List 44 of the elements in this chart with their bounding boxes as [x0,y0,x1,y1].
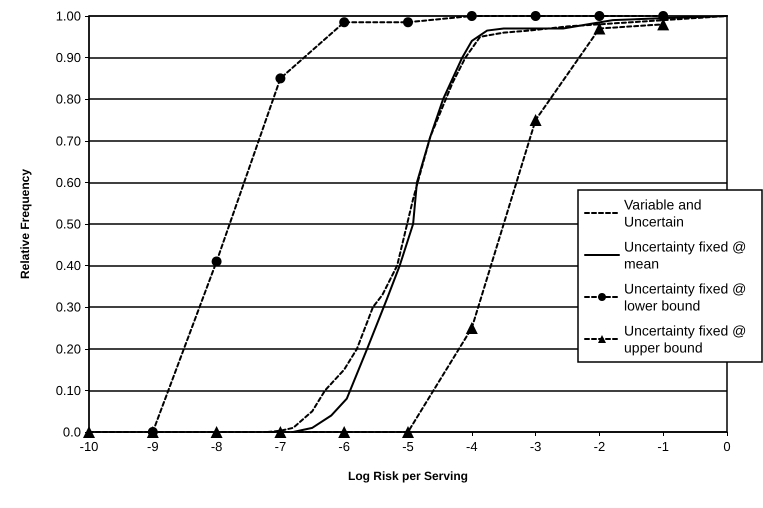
y-tick-label: 0.90 [56,50,81,66]
x-tick-label: -8 [210,439,222,454]
point [403,17,413,28]
x-tick-label: -2 [594,439,606,454]
y-tick-label: 0.70 [56,133,81,148]
point [593,22,606,34]
point [338,426,350,438]
y-tick-label: 1.00 [56,8,81,24]
y-tick-label: 0.40 [56,258,81,274]
x-tick-label: -5 [402,439,414,454]
point [83,426,95,438]
x-axis-title: Log Risk per Serving [348,469,468,483]
y-tick-label: 0.80 [56,92,81,107]
legend-label: Uncertainty fixed @ upper bound [624,322,750,356]
point [402,426,414,438]
legend-label: Variable and Uncertain [624,196,706,230]
x-tick-label: -3 [530,439,542,454]
point [339,17,350,28]
x-tick-label: -9 [147,439,159,454]
y-tick-label: 0.50 [56,216,81,232]
point [212,256,222,266]
y-tick-label: 0.60 [56,174,81,190]
y-tick-label: 0.10 [56,382,81,398]
y-tick-label: 0.30 [56,300,81,315]
y-tick-label: 0.20 [56,341,81,356]
x-tick-label: 0 [723,439,731,454]
point [274,426,286,438]
point [594,11,604,21]
x-tick-label: -4 [466,439,478,454]
point [658,11,668,21]
point [275,73,286,84]
legend-label: Uncertainty fixed @ lower bound [624,280,750,314]
legend-label: Uncertainty fixed @ mean [624,238,750,272]
point [466,322,478,334]
point [466,11,477,21]
point [210,426,223,438]
x-tick-label: -10 [80,439,98,454]
y-tick-label: 0.0 [62,424,81,440]
point [530,11,541,21]
y-axis-title: Relative Frequency [18,168,32,280]
x-tick-label: -1 [657,439,669,454]
x-tick-label: -6 [338,439,350,454]
point [530,114,542,126]
x-tick-label: -7 [274,439,286,454]
